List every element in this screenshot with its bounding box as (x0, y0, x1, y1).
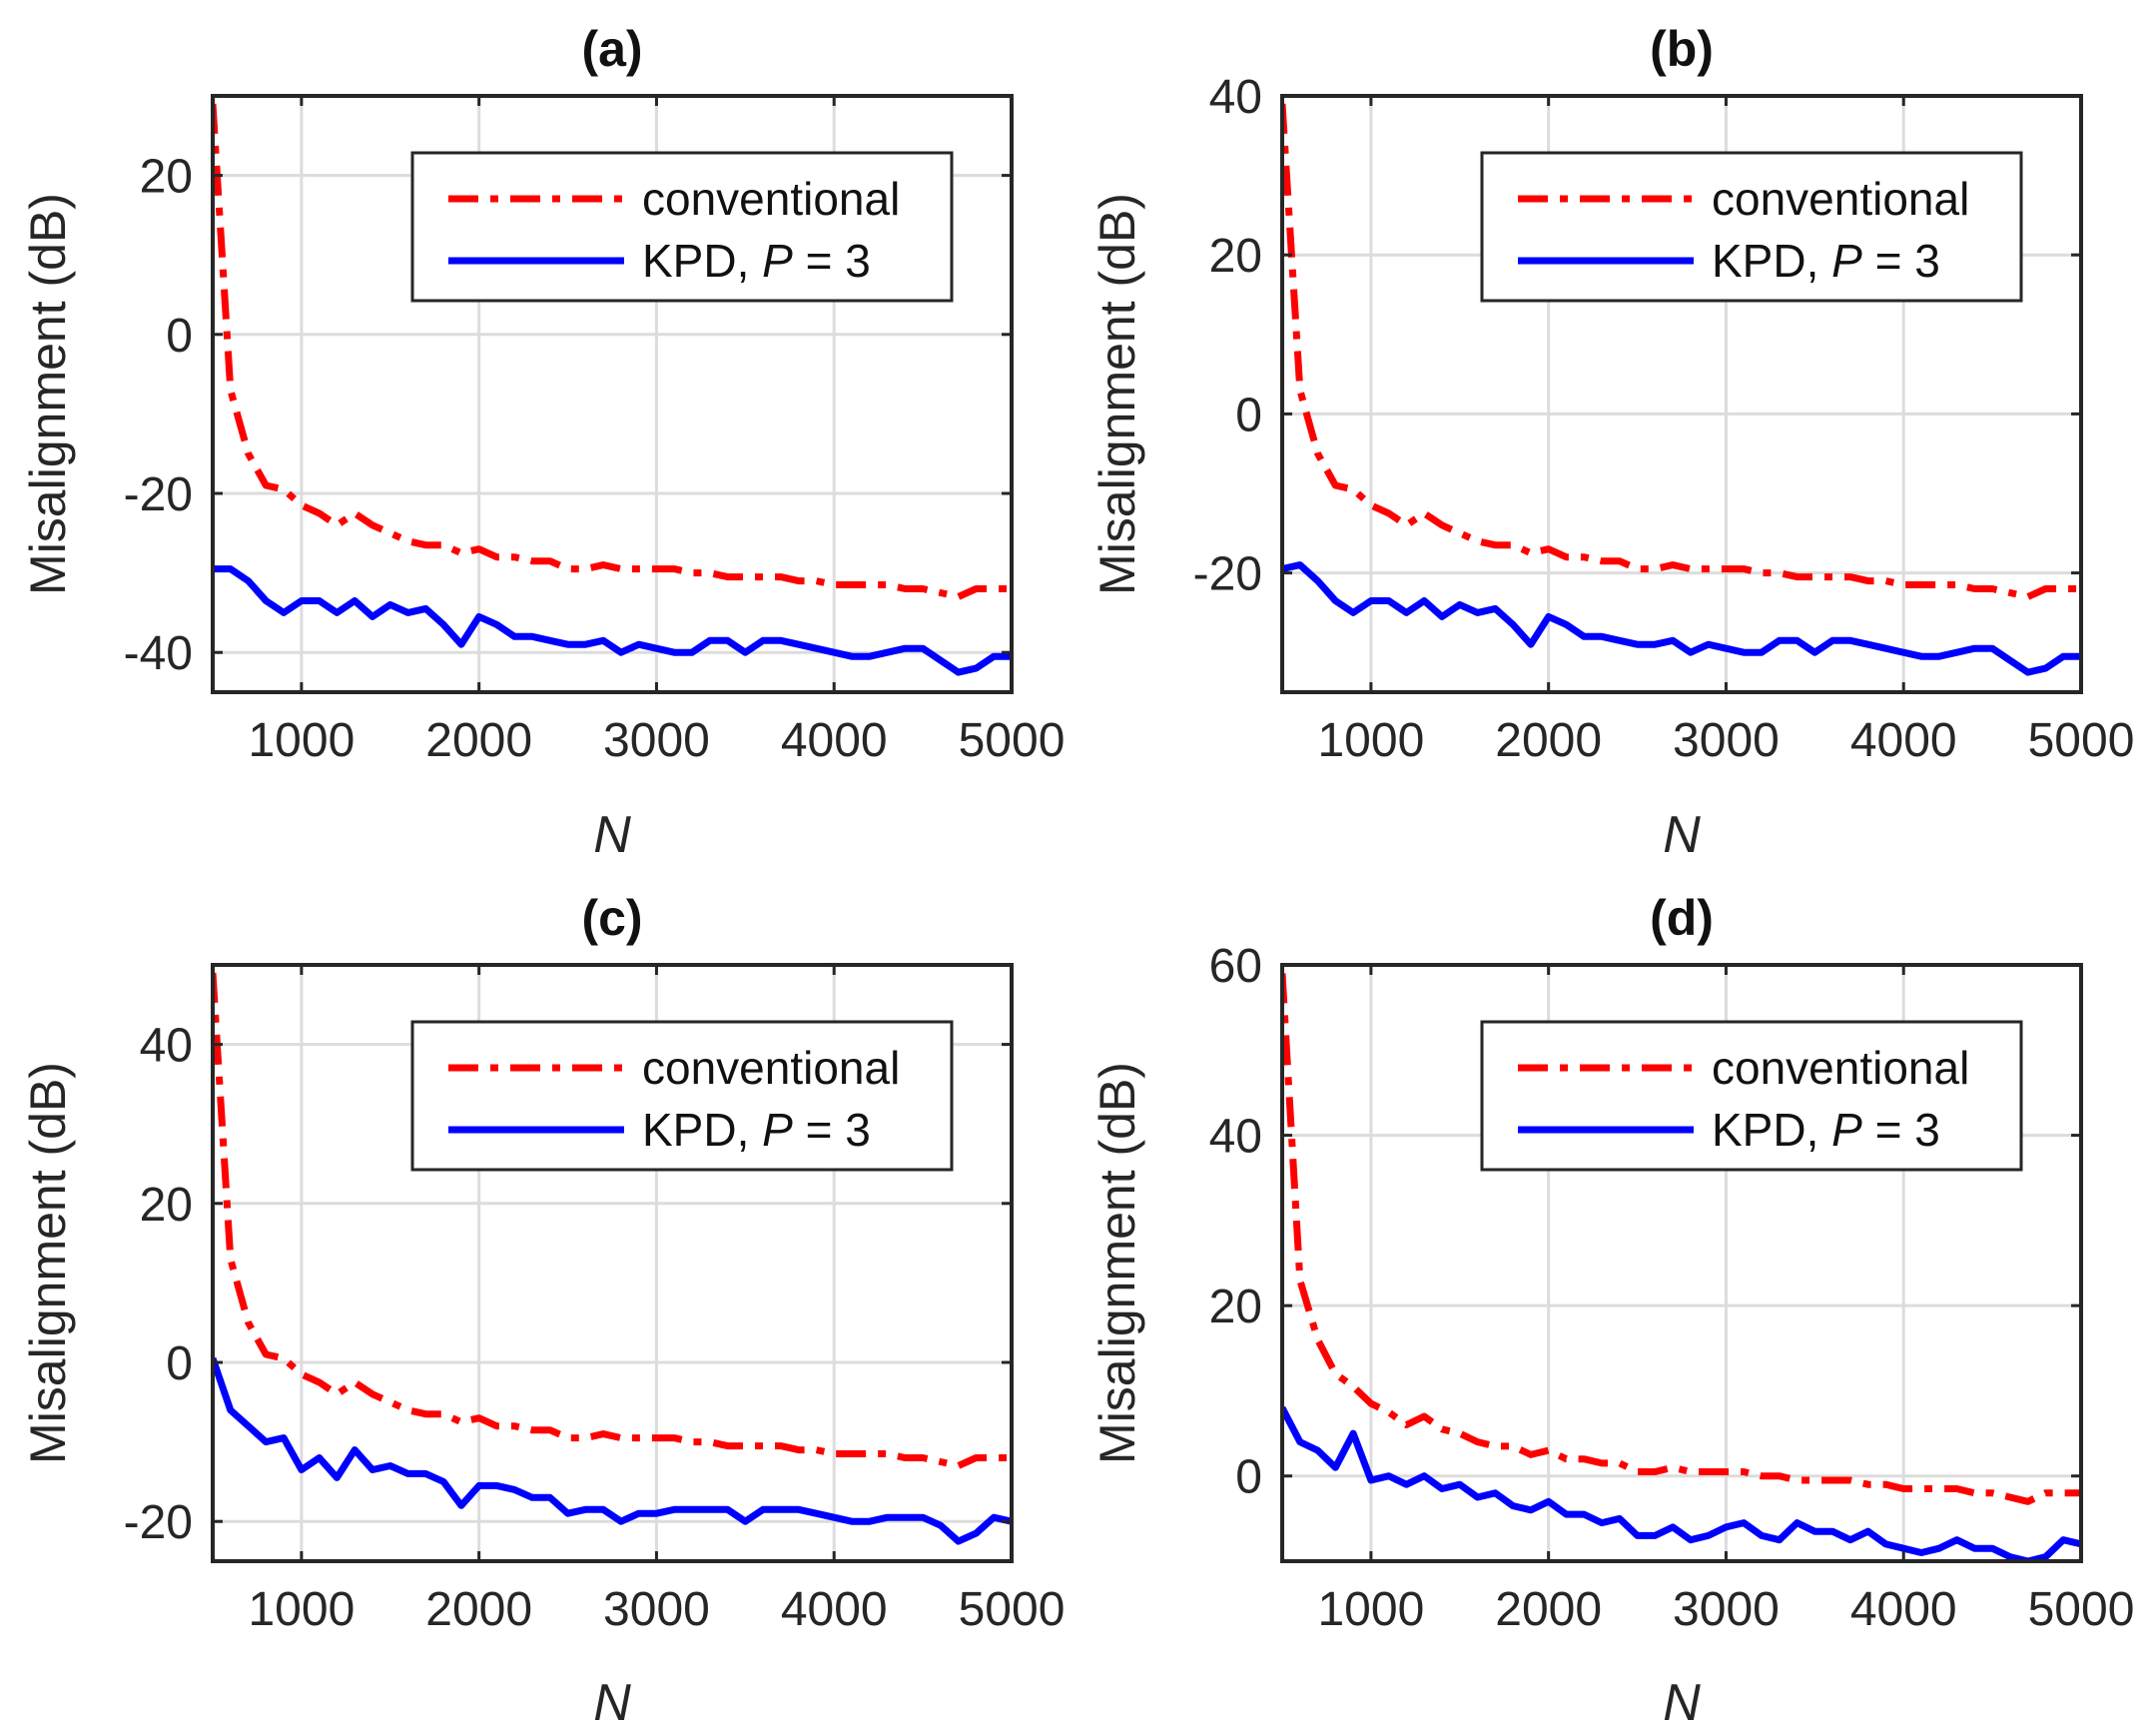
y-axis-label: Misalignment (dB) (20, 193, 76, 595)
x-tick-label: 2000 (425, 714, 532, 767)
legend: conventional KPD, P = 3 (1480, 151, 2023, 303)
x-tick-label: 3000 (603, 714, 710, 767)
y-axis-label: Misalignment (dB) (1089, 1062, 1145, 1464)
axes-box (1280, 963, 2083, 1563)
y-tick-label: -20 (124, 468, 193, 521)
legend-label: conventional (1712, 173, 1969, 225)
series-line-kpd (1282, 1405, 2081, 1561)
x-tick-label: 4000 (781, 1583, 888, 1636)
x-axis-label: N (593, 1674, 631, 1732)
x-axis-label: N (1663, 806, 1701, 864)
x-axis-label: N (1663, 1674, 1701, 1732)
legend-box (1480, 151, 2023, 303)
axes-box (1280, 94, 2083, 694)
x-tick-label: 1000 (248, 714, 355, 767)
x-tick-label: 2000 (1495, 714, 1602, 767)
panel-title: (d) (1650, 890, 1714, 946)
series-line-conventional (213, 103, 1012, 600)
panel-d: 1000 2000 3000 4000 5000 0 20 40 60 (d) N Misalignm… (1089, 890, 2134, 1732)
panel-title: (c) (581, 890, 642, 946)
legend-label: KPD, P = 3 (642, 1104, 871, 1156)
legend-box (1480, 1020, 2023, 1172)
series-line-kpd (213, 1356, 1012, 1545)
x-tick-label: 2000 (425, 1583, 532, 1636)
legend-box (410, 1020, 954, 1172)
y-tick-label: 20 (1209, 230, 1262, 283)
legend-label: conventional (642, 173, 900, 225)
series-line-conventional (1282, 973, 2081, 1505)
x-tick-label: 3000 (603, 1583, 710, 1636)
legend-label: KPD, P = 3 (1712, 1104, 1940, 1156)
x-tick-label: 1000 (1317, 1583, 1424, 1636)
y-tick-label: 20 (140, 151, 193, 204)
panel-b: 1000 2000 3000 4000 5000 -20 0 20 40 (b) N Misalign… (1089, 21, 2134, 864)
x-tick-label: 5000 (2028, 714, 2135, 767)
y-tick-label: -20 (1193, 548, 1262, 601)
x-tick-label: 5000 (959, 714, 1066, 767)
y-tick-label: 20 (1209, 1281, 1262, 1333)
y-tick-label: 40 (1209, 1111, 1262, 1164)
legend: conventional KPD, P = 3 (410, 151, 954, 303)
panel-title: (b) (1650, 21, 1714, 77)
series-line-kpd (1282, 561, 2081, 676)
series-line-conventional (1282, 103, 2081, 600)
series-line-kpd (213, 565, 1012, 676)
x-tick-label: 1000 (1317, 714, 1424, 767)
panel-title: (a) (581, 21, 642, 77)
y-tick-label: -40 (124, 627, 193, 680)
x-tick-label: 5000 (959, 1583, 1066, 1636)
legend-label: conventional (642, 1042, 900, 1094)
legend-label: conventional (1712, 1042, 1969, 1094)
y-tick-label: 0 (1235, 1451, 1262, 1504)
legend-label: KPD, P = 3 (1712, 235, 1940, 287)
x-tick-label: 2000 (1495, 1583, 1602, 1636)
y-tick-label: -20 (124, 1496, 193, 1549)
y-axis-label: Misalignment (dB) (20, 1062, 76, 1464)
x-axis-label: N (593, 806, 631, 864)
x-tick-label: 5000 (2028, 1583, 2135, 1636)
y-tick-label: 0 (166, 310, 193, 363)
series-line-conventional (213, 972, 1012, 1469)
y-tick-label: 40 (1209, 71, 1262, 124)
x-tick-label: 4000 (781, 714, 888, 767)
x-tick-label: 4000 (1850, 1583, 1957, 1636)
legend-box (410, 151, 954, 303)
axes-box (211, 963, 1014, 1563)
x-tick-label: 1000 (248, 1583, 355, 1636)
x-tick-label: 3000 (1673, 714, 1780, 767)
y-tick-label: 40 (140, 1020, 193, 1073)
y-tick-label: 0 (166, 1337, 193, 1390)
legend: conventional KPD, P = 3 (1480, 1020, 2023, 1172)
y-tick-label: 60 (1209, 940, 1262, 993)
panel-c: 1000 2000 3000 4000 5000 -20 0 20 40 (c) N Misalign… (20, 890, 1065, 1732)
legend-label: KPD, P = 3 (642, 235, 871, 287)
y-tick-label: 0 (1235, 389, 1262, 441)
axes-box (211, 94, 1014, 694)
x-tick-label: 4000 (1850, 714, 1957, 767)
panel-a: 1000 2000 3000 4000 5000 -40 -20 0 20 (a) N Misalig… (20, 21, 1065, 864)
x-tick-label: 3000 (1673, 1583, 1780, 1636)
legend: conventional KPD, P = 3 (410, 1020, 954, 1172)
y-tick-label: 20 (140, 1179, 193, 1232)
y-axis-label: Misalignment (dB) (1089, 193, 1145, 595)
